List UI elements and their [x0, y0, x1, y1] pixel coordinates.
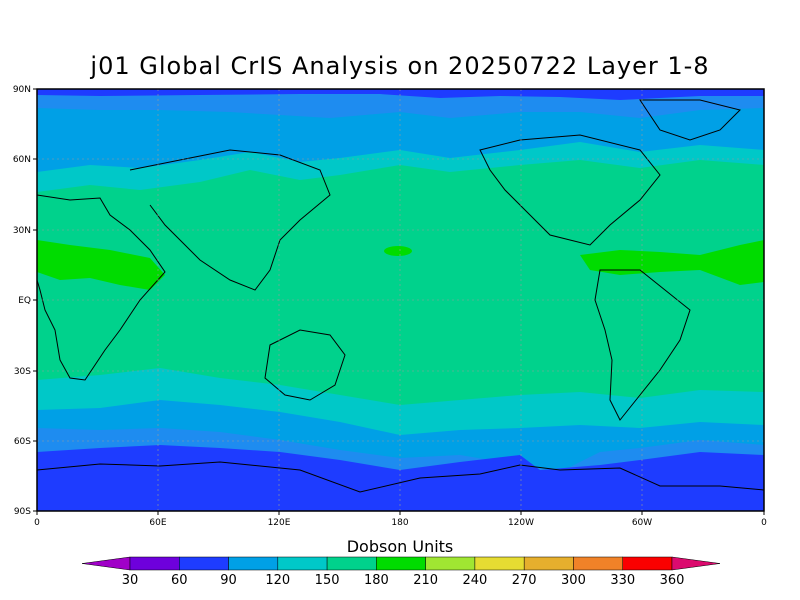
band-60-90-south	[37, 445, 764, 511]
colorbar-tick-label: 330	[610, 573, 635, 588]
ozone-contour-field	[37, 89, 764, 511]
colorbar: 30 60 90 120 150 180 210 240 270 300 330 360	[81, 556, 721, 588]
colorbar-arrow-high	[671, 556, 721, 571]
lat-label: 90N	[13, 85, 31, 95]
colorbar-swatch	[326, 556, 377, 571]
tick-marks	[33, 88, 765, 515]
lon-label: 120W	[508, 518, 534, 528]
colorbar-swatch	[129, 556, 180, 571]
map-title: j01 Global CrIS Analysis on 20250722 Lay…	[90, 52, 710, 80]
graticule	[37, 89, 764, 511]
colorbar-swatch	[376, 556, 426, 571]
colorbar-swatch	[474, 556, 525, 571]
colorbar-tick-label: 150	[315, 573, 340, 588]
coast-africa-eurasia	[37, 194, 166, 381]
coast-antarctica	[37, 461, 764, 493]
colorbar-tick-label: 240	[462, 573, 487, 588]
lon-labels: 0 60E 120E 180 120W 60W 0	[34, 518, 767, 528]
lat-labels: 90N 60N 30N EQ 30S 60S 90S	[13, 85, 31, 517]
colorbar-tick-label: 210	[413, 573, 438, 588]
band-210-240-africa	[37, 240, 165, 290]
lon-label: 60E	[149, 518, 166, 528]
colorbar-swatch	[573, 556, 623, 571]
colorbar-tick-label: 30	[122, 573, 139, 588]
colorbar-swatch	[277, 556, 328, 571]
colorbar-swatch	[523, 556, 574, 571]
colorbar-tick-label: 120	[265, 573, 290, 588]
colorbar-tick-label: 90	[220, 573, 237, 588]
colorbar-tick-label: 360	[660, 573, 685, 588]
band-210-240-atlantic	[580, 240, 764, 285]
coastlines	[37, 99, 764, 493]
lon-label: 60W	[632, 518, 652, 528]
lat-label: 60N	[13, 155, 31, 165]
colorbar-arrow-low	[81, 556, 131, 571]
lat-label: 90S	[14, 507, 31, 517]
lon-label: 0	[761, 518, 767, 528]
lon-label: 180	[391, 518, 408, 528]
colorbar-tick-label: 60	[171, 573, 188, 588]
coast-australia	[264, 329, 346, 401]
coast-greenland	[639, 99, 741, 141]
lon-label: 0	[34, 518, 40, 528]
colorbar-tick-label: 270	[512, 573, 537, 588]
lon-label: 120E	[268, 518, 291, 528]
colorbar-swatch	[228, 556, 279, 571]
coast-south-america	[594, 269, 691, 421]
lat-label: 30N	[13, 226, 31, 236]
band-210-240-pacific	[384, 246, 412, 256]
lat-label: EQ	[18, 296, 31, 306]
coast-asia	[129, 149, 331, 291]
colorbar-swatch	[622, 556, 673, 571]
lat-label: 60S	[14, 437, 31, 447]
coast-north-america	[479, 134, 661, 246]
colorbar-title: Dobson Units	[346, 537, 454, 556]
band-60-90-north	[37, 89, 764, 100]
colorbar-swatch	[179, 556, 229, 571]
lat-label: 30S	[14, 367, 31, 377]
colorbar-swatch	[425, 556, 476, 571]
colorbar-tick-label: 180	[364, 573, 389, 588]
colorbar-tick-label: 300	[561, 573, 586, 588]
